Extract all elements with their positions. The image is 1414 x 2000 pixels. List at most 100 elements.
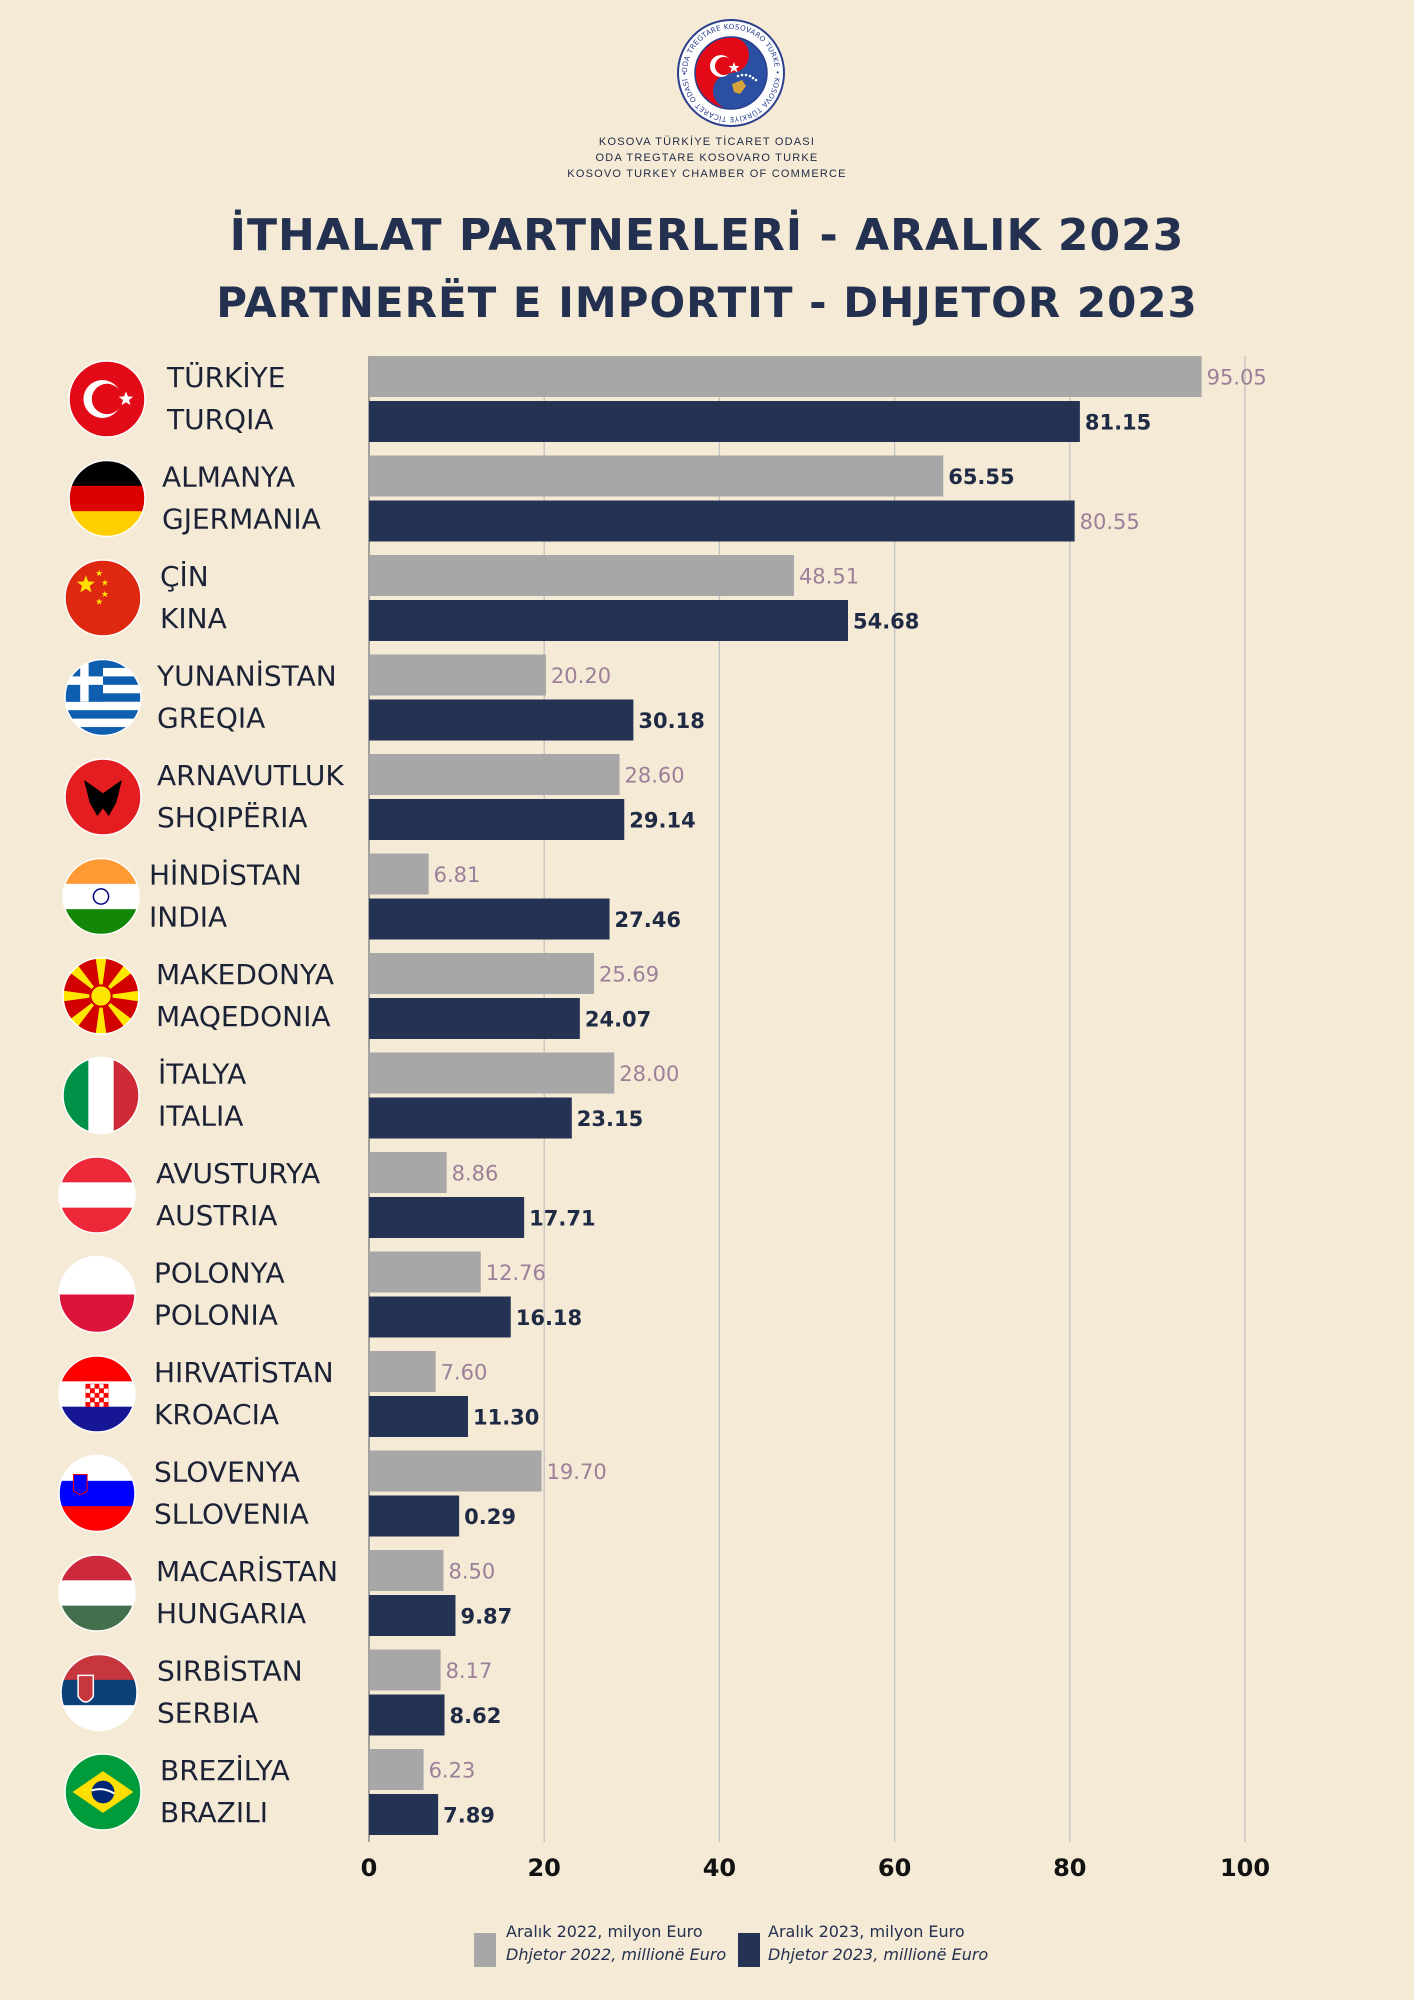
x-tick-label: 40 — [703, 1854, 736, 1882]
value-label-2022: 8.50 — [448, 1560, 495, 1584]
flag-border — [64, 1753, 142, 1831]
value-label-2022: 6.81 — [434, 863, 481, 887]
bar-2023 — [369, 1495, 460, 1537]
x-tick-label: 0 — [361, 1854, 378, 1882]
category-label: GJERMANIA — [162, 503, 321, 536]
bar-2022 — [369, 1550, 444, 1591]
flag-border — [58, 1454, 136, 1533]
org-name-english: KOSOVO TURKEY CHAMBER OF COMMERCE — [567, 168, 847, 180]
brazil-flag-icon — [65, 1754, 141, 1830]
value-label-2023: 17.71 — [529, 1207, 595, 1231]
flag-border — [58, 1156, 136, 1234]
value-label-2022: 12.76 — [486, 1261, 546, 1285]
value-label-2023: 54.68 — [853, 610, 919, 634]
category-label: POLONIA — [154, 1299, 278, 1332]
bar-2022 — [369, 853, 429, 895]
bar-2022 — [369, 555, 794, 596]
category-label: YUNANİSTAN — [156, 660, 337, 693]
bar-2023 — [369, 1794, 439, 1835]
value-label-2022: 28.00 — [619, 1062, 679, 1086]
bar-2023 — [369, 998, 580, 1039]
value-label-2023: 27.46 — [615, 908, 681, 932]
chamber-logo: ODA TREGTARE KOSOVARO TURKE • KOSOVA TÜR… — [677, 19, 785, 127]
value-label-2023: 81.15 — [1085, 411, 1151, 435]
category-label: İTALYA — [158, 1058, 246, 1091]
bar-2022 — [369, 1052, 615, 1094]
value-label-2023: 80.55 — [1080, 510, 1140, 534]
bar-2022 — [369, 654, 546, 696]
flag-border — [64, 758, 142, 836]
category-label: AVUSTURYA — [156, 1157, 320, 1190]
category-label: SIRBİSTAN — [157, 1655, 303, 1688]
flag-border — [64, 559, 142, 637]
category-label: POLONYA — [154, 1257, 285, 1290]
legend-2022-line1: Aralık 2022, milyon Euro — [506, 1922, 703, 1941]
value-label-2023: 8.62 — [450, 1704, 502, 1728]
category-label: KINA — [160, 602, 227, 635]
value-label-2023: 16.18 — [516, 1306, 582, 1330]
albania-flag-icon — [65, 759, 141, 835]
bar-2022 — [369, 1152, 447, 1193]
flag-border — [62, 1056, 140, 1135]
north-macedonia-flag-icon — [63, 958, 139, 1034]
chart-title-turkish: İTHALAT PARTNERLERİ - ARALIK 2023 — [229, 210, 1185, 261]
bar-2023 — [369, 1197, 525, 1238]
china-flag-icon — [65, 560, 141, 636]
legend-swatch-2022 — [474, 1933, 496, 1967]
value-label-2022: 8.17 — [446, 1659, 493, 1683]
category-label: SERBIA — [157, 1697, 259, 1730]
bar-2022 — [369, 455, 944, 497]
bar-2022 — [369, 1749, 424, 1790]
category-label: BREZİLYA — [160, 1754, 290, 1787]
value-label-2022: 20.20 — [551, 664, 611, 688]
value-label-2023: 7.89 — [443, 1804, 495, 1828]
value-label-2022: 8.86 — [452, 1162, 499, 1186]
value-label-2022: 95.05 — [1207, 366, 1267, 390]
x-tick-label: 80 — [1053, 1854, 1086, 1882]
bar-2023 — [369, 1296, 511, 1338]
flag-border — [68, 459, 146, 538]
legend-label-2022: Aralık 2022, milyon Euro Dhjetor 2022, m… — [506, 1920, 726, 1966]
bar-2022 — [369, 1450, 542, 1492]
bar-2022 — [369, 953, 595, 994]
bar-2023 — [369, 401, 1080, 442]
value-label-2022: 65.55 — [948, 465, 1014, 489]
value-label-2022: 28.60 — [625, 764, 685, 788]
bar-2022 — [369, 356, 1202, 397]
category-label: MACARİSTAN — [156, 1555, 338, 1588]
bar-2022 — [369, 1351, 436, 1392]
greece-flag-icon — [65, 659, 141, 736]
category-label: MAKEDONYA — [156, 958, 334, 991]
bar-2022 — [369, 754, 620, 795]
category-label: SHQIPËRIA — [157, 801, 308, 834]
bar-2023 — [369, 699, 634, 741]
category-label: KROACIA — [154, 1398, 279, 1431]
bar-2023 — [369, 1694, 445, 1736]
import-partners-chart: 0 20 40 60 80 100 TÜRKİYE TURQIA 95.05 81.15 ALMAN… — [58, 356, 1270, 1882]
value-label-2022: 7.60 — [441, 1361, 488, 1385]
croatia-flag-icon — [59, 1356, 135, 1432]
category-label: HİNDİSTAN — [149, 859, 302, 892]
legend-2023-line1: Aralık 2023, milyon Euro — [768, 1922, 965, 1941]
flag-border — [68, 360, 146, 438]
category-label: SLOVENYA — [154, 1456, 300, 1489]
value-label-2023: 9.87 — [460, 1605, 512, 1629]
legend-2022-line2: Dhjetor 2022, millionë Euro — [506, 1945, 727, 1964]
org-name-albanian: ODA TREGTARE KOSOVARO TURKE — [595, 152, 819, 164]
value-label-2023: 23.15 — [577, 1107, 643, 1131]
x-tick-label: 100 — [1220, 1854, 1270, 1882]
flag-border — [64, 658, 142, 737]
x-tick-label: 60 — [878, 1854, 911, 1882]
value-label-2023: 0.29 — [464, 1505, 516, 1529]
flag-border — [62, 957, 140, 1035]
bar-2023 — [369, 1396, 468, 1437]
bar-2023 — [369, 898, 610, 940]
legend-swatch-2023 — [738, 1933, 760, 1967]
value-label-2023: 11.30 — [473, 1406, 539, 1430]
chart-title-albanian: PARTNERËT E IMPORTIT - DHJETOR 2023 — [216, 278, 1198, 327]
category-label: INDIA — [149, 901, 227, 934]
category-label: AUSTRIA — [156, 1199, 277, 1232]
bar-2023 — [369, 1097, 572, 1139]
category-label: ALMANYA — [162, 461, 295, 494]
category-label: ÇİN — [160, 560, 209, 593]
